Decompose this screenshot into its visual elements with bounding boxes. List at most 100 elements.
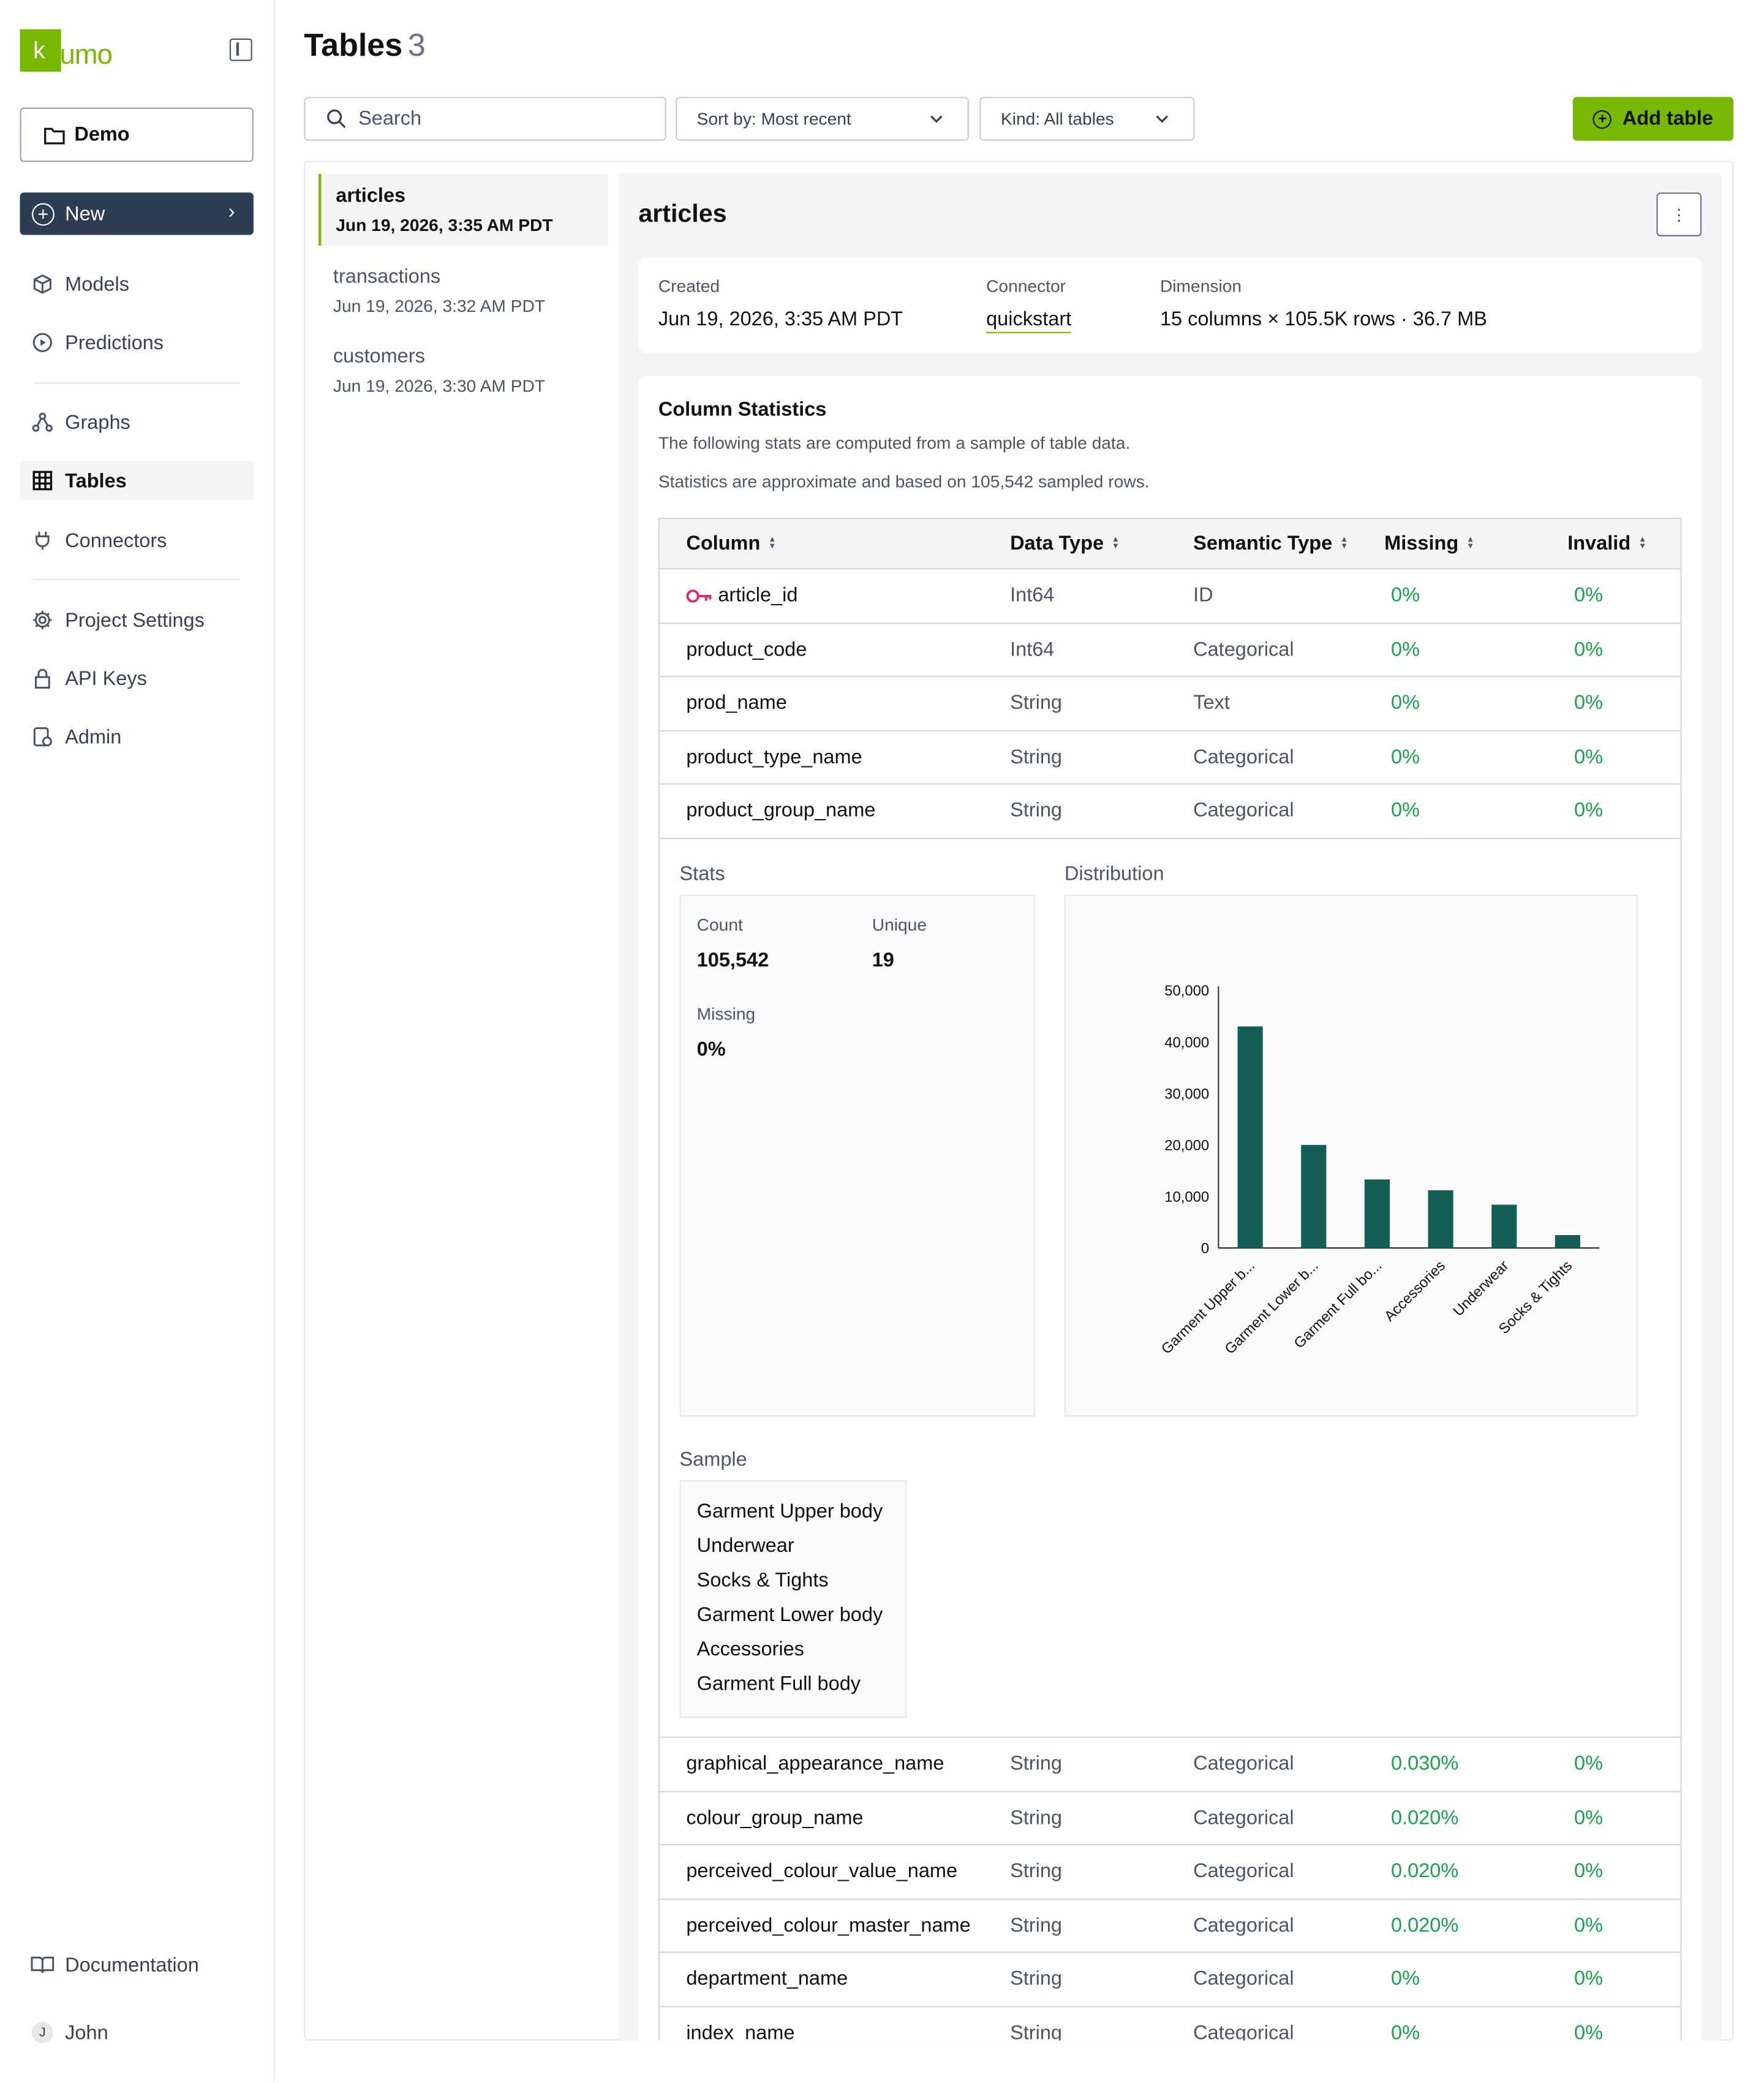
x-tick-label: Accessories [1381,1257,1449,1325]
search-input[interactable]: Search [304,97,666,141]
sort-select[interactable]: Sort by: Most recent [676,97,969,141]
cell-missing: 0% [1391,800,1420,823]
table-row[interactable]: graphical_appearance_name String Categor… [659,1738,1681,1792]
cell-data-type: Int64 [1010,638,1055,661]
table-row[interactable]: perceived_colour_master_name String Cate… [659,1899,1681,1954]
chevron-down-icon [1156,115,1169,123]
sort-icon: ▲ ▼ [768,535,777,551]
sample-value: Socks & Tights [696,1569,829,1592]
count-label: Count [696,914,743,935]
user-menu[interactable]: J John [20,2013,254,2052]
kebab-icon: ⋮ [1671,205,1687,224]
table-row[interactable]: colour_group_name String Categorical 0.0… [659,1792,1681,1846]
kind-select[interactable]: Kind: All tables [979,97,1195,141]
table-row[interactable]: department_name String Categorical 0% 0% [659,1953,1681,2008]
plus-circle-icon: + [1593,109,1612,129]
folder-icon [44,127,65,144]
table-row[interactable]: product_type_name String Categorical 0% … [659,732,1681,785]
sample-value: Accessories [696,1638,804,1661]
sort-icon: ▲ ▼ [1112,535,1120,551]
cell-column: article_id [686,584,797,607]
y-tick-label: 20,000 [1164,1137,1209,1154]
cell-semantic-type: Categorical [1193,1968,1294,1991]
nav-label: Project Settings [65,608,205,632]
nav-label: Tables [65,469,127,492]
sort-label: Sort by: Most recent [696,108,851,129]
missing-label: Missing [696,1004,756,1024]
column-statistics-title: Column Statistics [658,398,827,421]
book-icon [31,1953,55,1977]
bar [1491,1204,1517,1248]
sort-icon: ▲ ▼ [1340,535,1349,551]
header-semantic-type[interactable]: Semantic Type ▲ ▼ [1193,532,1348,555]
distribution-box: 0 10,000 20,000 30,000 40,000 50,000 Garment U… [1064,894,1638,1417]
y-tick-label: 40,000 [1164,1034,1209,1051]
table-list-item[interactable]: customers Jun 19, 2026, 3:30 AM PDT [318,345,608,411]
cell-invalid: 0% [1574,584,1604,607]
table-row[interactable]: prod_name String Text 0% 0% [659,678,1681,732]
bar [1428,1190,1453,1248]
kumo-logo[interactable]: k umo [20,29,113,72]
plug-icon [31,528,55,552]
cell-missing: 0% [1391,692,1420,715]
chevron-down-icon [930,115,943,123]
cell-missing: 0% [1391,1968,1420,1991]
cell-invalid: 0% [1574,1860,1604,1883]
table-list-item[interactable]: articles Jun 19, 2026, 3:35 AM PDT [318,173,608,246]
bar [1237,1026,1263,1248]
meta-connector: Connector quickstart [986,276,1072,333]
column-stats-table: Column ▲ ▼ Data Type ▲ ▼ Semantic Type ▲ ▼ Mis… [658,518,1682,2041]
y-tick-label: 10,000 [1164,1189,1209,1206]
x-tick-label: Underwear [1450,1257,1512,1320]
cell-column: graphical_appearance_name [686,1752,944,1775]
collapse-sidebar-icon[interactable] [229,38,252,61]
add-table-button[interactable]: + Add table [1572,97,1734,141]
bar [1364,1179,1390,1248]
cell-missing: 0.020% [1391,1914,1459,1937]
table-list-item[interactable]: transactions Jun 19, 2026, 3:32 AM PDT [318,265,608,331]
header-invalid[interactable]: Invalid ▲ ▼ [1567,532,1646,555]
cube-icon [31,272,55,296]
table-row-expanded[interactable]: product_group_name String Categorical 0%… [659,785,1681,839]
unique-label: Unique [872,914,927,935]
cell-missing: 0.030% [1391,1752,1459,1775]
header-column[interactable]: Column ▲ ▼ [686,532,776,555]
header-missing[interactable]: Missing ▲ ▼ [1384,532,1474,555]
cell-invalid: 0% [1574,1968,1604,1991]
nav-models[interactable]: Models [20,264,254,304]
column-detail-expanded: Stats Distribution Count 105,542 Unique … [659,839,1681,1738]
nav-admin[interactable]: Admin [20,717,254,757]
key-icon [686,589,712,602]
nav-predictions[interactable]: Predictions [20,323,254,363]
table-row[interactable]: index_name String Categorical 0% 0% [660,2007,1680,2040]
stats-subtitle: The following stats are computed from a … [658,433,1131,453]
cell-invalid: 0% [1574,2022,1604,2041]
cell-column: product_code [686,638,807,661]
header-data-type[interactable]: Data Type ▲ ▼ [1010,532,1120,555]
cell-column: product_group_name [686,800,876,823]
nav-tables[interactable]: Tables [20,460,254,501]
cell-data-type: String [1010,800,1063,823]
logo-text: umo [59,40,113,70]
search-icon [327,109,346,129]
nav-label: Documentation [65,1953,199,1976]
new-button[interactable]: + New › [20,192,254,235]
table-row[interactable]: article_id Int64 ID 0% 0% [659,570,1681,624]
nav-api-keys[interactable]: API Keys [20,659,254,698]
nav-graphs[interactable]: Graphs [20,403,254,442]
nav-connectors[interactable]: Connectors [20,520,254,560]
connector-link[interactable]: quickstart [986,308,1072,333]
more-menu-button[interactable]: ⋮ [1656,192,1702,236]
cell-column: colour_group_name [686,1806,864,1829]
nav-project-settings[interactable]: Project Settings [20,600,254,640]
cell-invalid: 0% [1574,692,1604,715]
table-row[interactable]: product_code Int64 Categorical 0% 0% [659,624,1681,678]
project-selector-button[interactable]: Demo [20,107,254,162]
cell-invalid: 0% [1574,746,1604,769]
table-icon [31,469,55,493]
cell-invalid: 0% [1574,1806,1604,1829]
nav-documentation[interactable]: Documentation [20,1945,254,1985]
nav-label: Graphs [65,410,130,434]
table-row[interactable]: perceived_colour_value_name String Categ… [659,1845,1681,1900]
bar [1555,1234,1580,1248]
